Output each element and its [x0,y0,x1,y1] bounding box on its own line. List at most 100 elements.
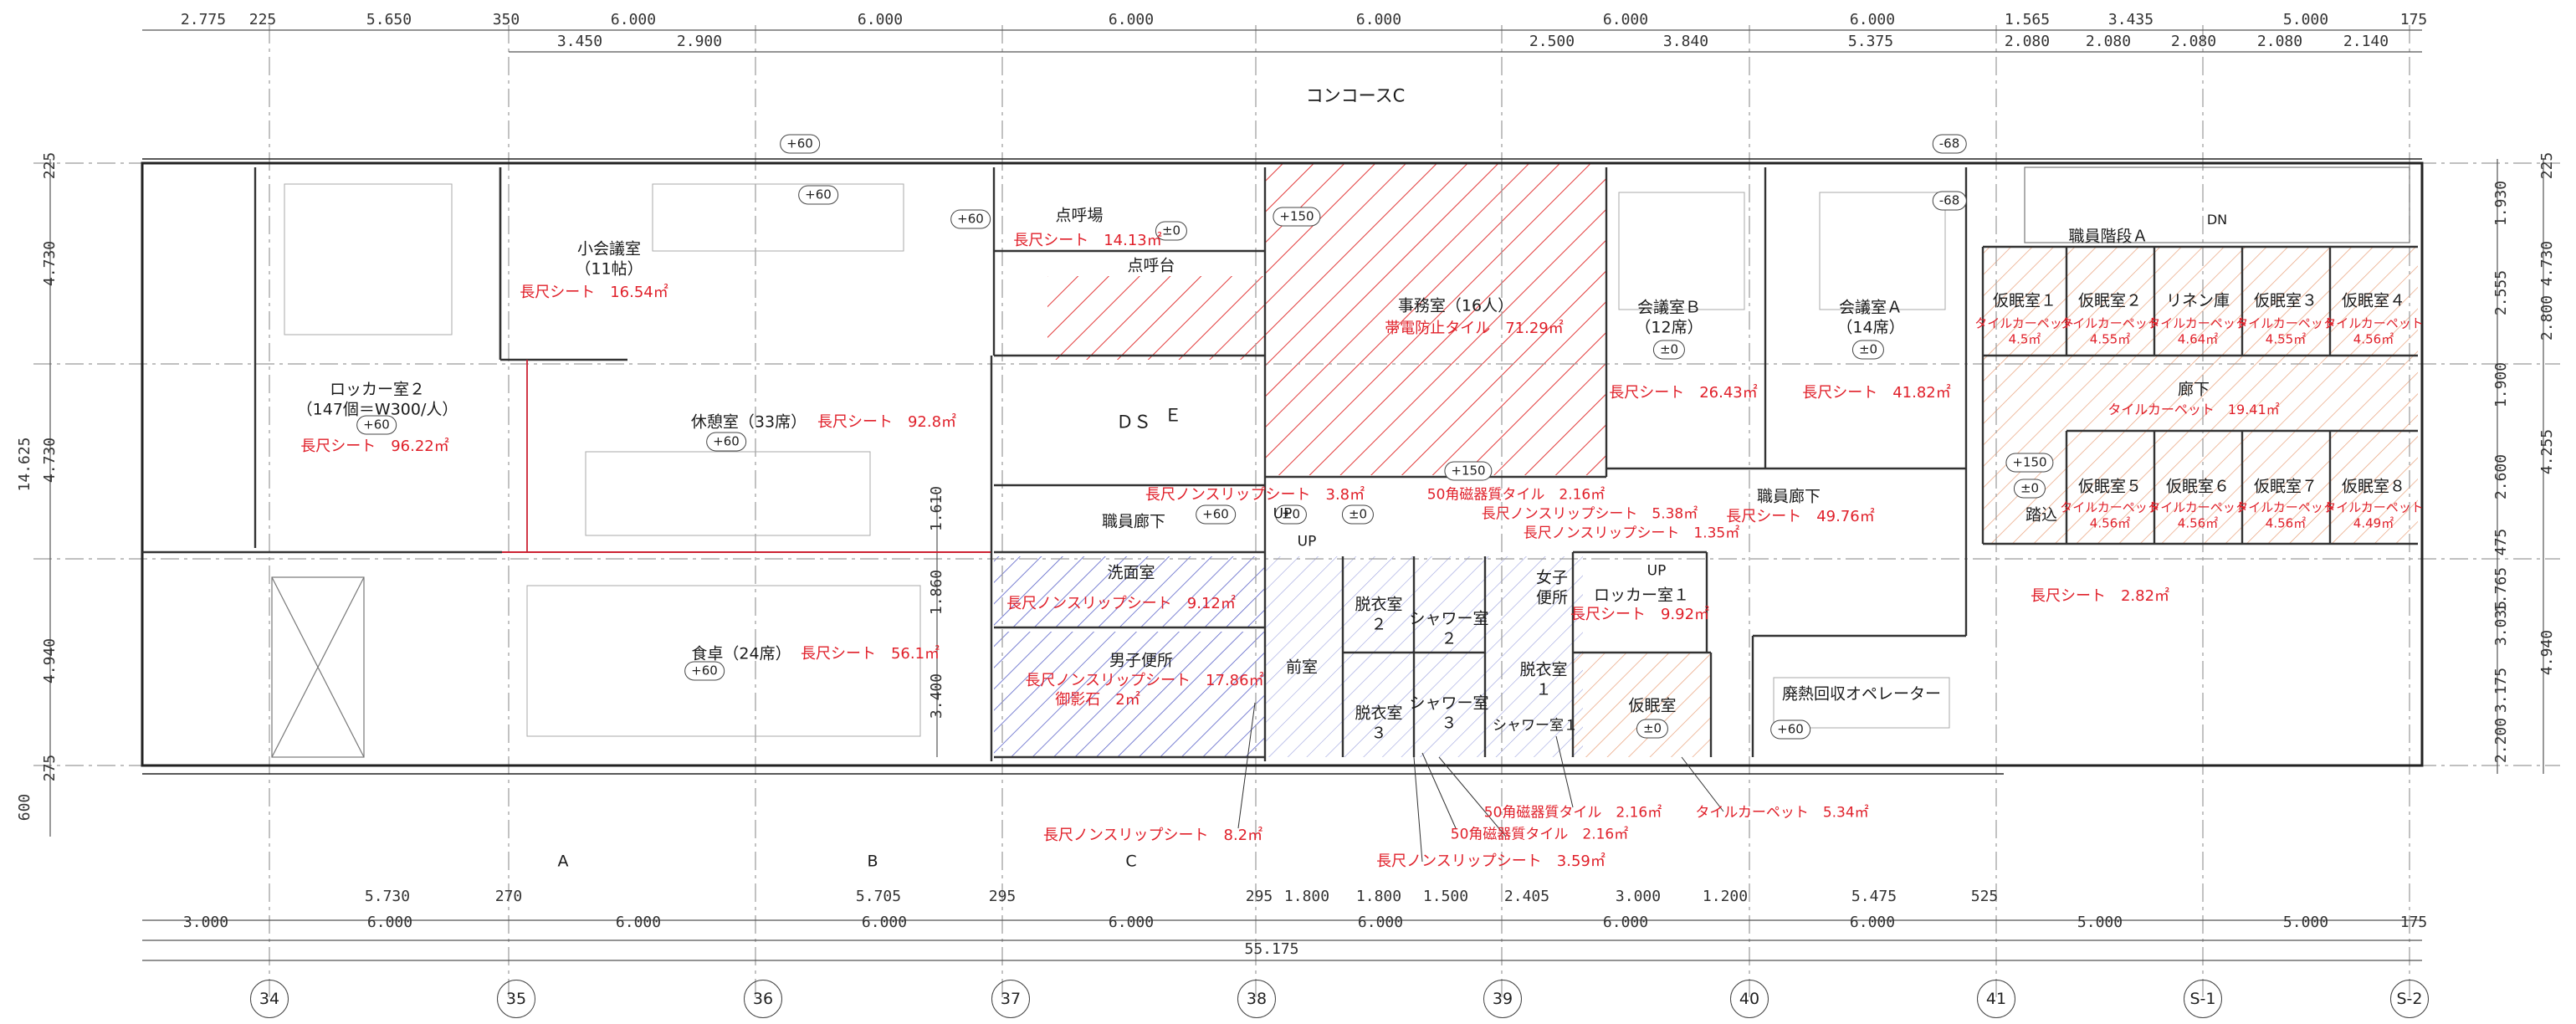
room-kutsunugi-area: 長尺シート 2.82㎡ [2030,587,2170,605]
room-nap5: 仮眠室５ [2077,477,2143,496]
level-marker: ±0 [1341,504,1375,525]
level-marker: ±0 [1652,340,1686,360]
dim-top: 1.565 [2004,11,2051,28]
dim-top: 350 [492,11,520,28]
dim-bottom-2: 6.000 [1602,914,1649,931]
dim-bottom-2: 6.000 [1357,914,1404,931]
dim-top: 2.775 [180,11,227,28]
dim-top-2: 3.840 [1662,33,1709,50]
dim-bottom: 1.800 [1355,888,1402,905]
room-meeting-a: 会議室Ａ （14席） [1836,298,1905,336]
dim-bottom-2: 175 [2399,914,2428,931]
level-marker: +60 [1770,719,1810,740]
room-nap5-area: タイルカーペット 4.56㎡ [2060,499,2160,530]
room-office: 事務室（16人） [1397,296,1514,315]
dim-inner: 3.400 [928,673,945,719]
room-staff-corridor-left: 職員廊下 [1101,512,1166,531]
level-marker: +60 [706,432,746,452]
dim-bottom: 3.000 [1615,888,1662,905]
dim-bottom: 5.705 [855,888,902,905]
dim-top: 6.000 [1602,11,1649,28]
room-mens-wc-area1: 長尺ノンスリップシート 17.86㎡ [1025,672,1264,689]
axis-marker: 39 [1483,980,1522,1018]
level-marker: +150 [2005,453,2054,473]
dim-top: 6.000 [1108,11,1155,28]
dim-bottom: 1.200 [1702,888,1749,905]
dim-bottom: 270 [494,888,523,905]
dim-top: 5.650 [366,11,412,28]
room-nap4: 仮眠室４ [2341,291,2406,310]
dim-bottom-2: 5.000 [2077,914,2123,931]
level-marker: ±0 [1155,221,1188,241]
dim-top: 6.000 [1355,11,1402,28]
stair-up-1: UP [1273,505,1293,523]
room-roll-call-stand: 点呼台 [1127,256,1175,275]
level-marker: +60 [950,209,991,229]
dim-right: 1.930 [2492,180,2510,227]
room-shower2: シャワー室 ２ [1409,609,1489,648]
room-dressing3: 脱衣室 ３ [1355,704,1403,742]
dim-bottom-2: 6.000 [861,914,908,931]
room-nap3: 仮眠室３ [2253,291,2318,310]
room-mens-wc-area2: 御影石 2㎡ [1055,691,1140,709]
room-staff-corridor-left-area: 長尺ノンスリップシート 3.8㎡ [1145,486,1365,504]
axis-marker: S-2 [2390,980,2429,1018]
dim-top-2: 2.900 [676,33,723,50]
level-marker: -68 [1932,191,1967,211]
note-tile-bottom-a: 50角磁器質タイル 2.16㎡ [1483,804,1662,822]
dim-top: 225 [248,11,277,28]
dim-top-2: 3.450 [556,33,603,50]
room-dining-area: 長尺シート 56.1㎡ [800,645,940,663]
dim-top-2: 5.375 [1847,33,1894,50]
dim-left: 275 [41,754,59,782]
room-front: 前室 [1285,658,1319,677]
room-staff-stair: 職員階段Ａ [2068,227,2148,246]
room-nap7: 仮眠室７ [2253,477,2318,496]
stair-up-2: UP [1297,533,1317,550]
room-linen-area: タイルカーペット 4.64㎡ [2148,315,2248,346]
room-roll-call-area: 長尺シート 14.13㎡ [1013,232,1162,249]
room-nap1-area: タイルカーペット 4.5㎡ [1974,315,2075,346]
room-locker1: ロッカー室１ [1593,586,1690,605]
room-locker1-area: 長尺シート 9.92㎡ [1570,606,1710,623]
dim-inner: 1.610 [928,485,945,532]
dim-right: 3.175 [2492,667,2510,714]
axis-marker: 37 [991,980,1030,1018]
room-corridor: 廊下 [2177,380,2210,399]
room-corridor-area: タイルカーペット 19.41㎡ [2107,402,2280,417]
dim-bottom-2: 5.000 [2282,914,2329,931]
dim-left: 4.730 [41,437,59,484]
dim-top-2: 2.140 [2343,33,2389,50]
dim-top: 6.000 [610,11,657,28]
dim-bottom-2: 6.000 [366,914,413,931]
level-marker: ±0 [1636,719,1669,739]
room-shower3: シャワー室 ３ [1409,694,1489,732]
room-nap8-area: タイルカーペット 4.49㎡ [2323,499,2424,530]
dim-left: 4.730 [41,240,59,287]
dim-bottom: 5.730 [364,888,411,905]
column-label-a: A [557,852,569,871]
dim-bottom-2: 6.000 [1108,914,1155,931]
axis-marker: 38 [1237,980,1276,1018]
dim-right: 3.035 [2492,600,2510,647]
dim-top: 6.000 [857,11,904,28]
dim-bottom: 5.475 [1851,888,1897,905]
dim-inner: 1.860 [928,569,945,616]
level-marker: ±0 [1851,340,1885,360]
room-locker2: ロッカー室２ （147個＝W300/人） [296,380,458,418]
dim-top: 6.000 [1849,11,1896,28]
room-e: Ｅ [1164,405,1182,426]
dim-right: 4.255 [2538,428,2556,475]
dim-left: 14.625 [16,437,33,492]
room-roll-call: 点呼場 [1055,206,1104,225]
level-marker: ±0 [2013,479,2046,499]
level-marker: +60 [356,415,397,435]
dim-bottom-2: 3.000 [182,914,229,931]
room-womens-wc: 女子 便所 [1535,568,1569,607]
stair-dn-label: DN [2206,212,2228,228]
dim-top: 5.000 [2282,11,2329,28]
dim-right: 4.940 [2538,629,2556,676]
dim-bottom: 1.800 [1283,888,1330,905]
dim-left: 4.940 [41,637,59,684]
note-nonslip-82: 長尺ノンスリップシート 8.2㎡ [1042,827,1263,844]
